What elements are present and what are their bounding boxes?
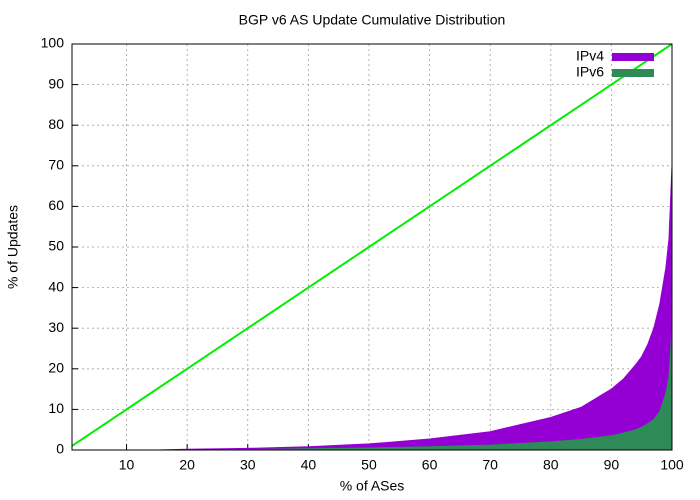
- x-tick-label: 50: [361, 457, 377, 473]
- y-tick-label: 20: [48, 360, 64, 376]
- y-tick-label: 100: [41, 35, 65, 51]
- y-tick-label: 40: [48, 278, 64, 294]
- y-tick-label: 0: [56, 441, 64, 457]
- diagonal-line: [71, 43, 673, 447]
- x-tick-label: 70: [482, 457, 498, 473]
- x-tick-label: 30: [240, 457, 256, 473]
- legend-label: IPv4: [576, 48, 604, 64]
- y-tick-label: 60: [48, 197, 64, 213]
- y-tick-label: 80: [48, 116, 64, 132]
- x-tick-label: 80: [543, 457, 559, 473]
- x-tick-label: 90: [604, 457, 620, 473]
- legend-label: IPv6: [576, 64, 604, 80]
- legend-swatch: [612, 53, 654, 61]
- x-tick-label: 40: [301, 457, 317, 473]
- y-tick-label: 30: [48, 319, 64, 335]
- chart-title: BGP v6 AS Update Cumulative Distribution: [239, 12, 506, 28]
- x-axis-label: % of ASes: [340, 478, 405, 494]
- x-tick-label: 10: [119, 457, 135, 473]
- x-tick-label: 20: [179, 457, 195, 473]
- y-tick-label: 90: [48, 75, 64, 91]
- y-axis-label: % of Updates: [5, 205, 21, 289]
- area: [72, 165, 673, 451]
- x-tick-label: 100: [660, 457, 684, 473]
- legend-swatch: [612, 69, 654, 77]
- y-tick-label: 50: [48, 238, 64, 254]
- x-tick-label: 60: [422, 457, 438, 473]
- y-tick-label: 10: [48, 400, 64, 416]
- y-tick-label: 70: [48, 157, 64, 173]
- plot-frame: [71, 43, 673, 451]
